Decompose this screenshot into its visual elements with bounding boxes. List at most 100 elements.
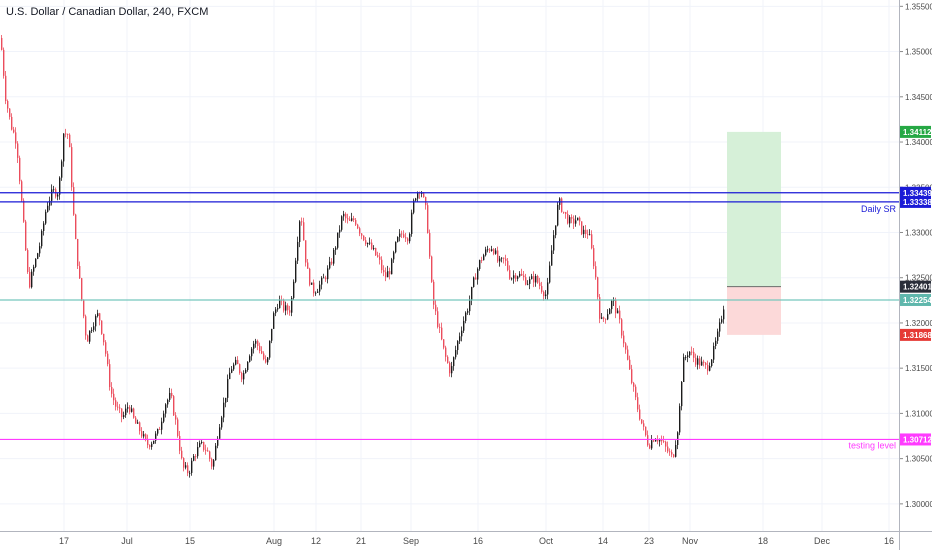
horizontal-levels — [0, 192, 899, 441]
x-tick-label: 18 — [758, 536, 768, 546]
candle-body — [303, 222, 305, 241]
candle-body — [227, 379, 229, 398]
candle-body — [93, 326, 95, 330]
candle-body — [371, 242, 373, 250]
candle-body — [389, 271, 391, 275]
x-tick-label: 17 — [59, 536, 69, 546]
candle-body — [129, 407, 131, 412]
candle-body — [205, 449, 207, 451]
candle-body — [89, 330, 91, 342]
candle-body — [307, 262, 309, 269]
candle-body — [631, 369, 633, 383]
candle-body — [135, 417, 137, 424]
candle-body — [641, 419, 643, 424]
candle-body — [591, 234, 593, 249]
x-tick-label: 16 — [884, 536, 894, 546]
candle-body — [515, 275, 517, 279]
candle-body — [691, 351, 693, 353]
candle-body — [69, 134, 71, 148]
candle-body — [703, 361, 705, 363]
candle-body — [107, 353, 109, 365]
candle-body — [375, 248, 377, 256]
candle-body — [639, 409, 641, 420]
candle-body — [29, 271, 31, 288]
candle-body — [393, 252, 395, 260]
candle-body — [549, 265, 551, 283]
candle-body — [701, 361, 703, 366]
candle-body — [13, 129, 15, 133]
candle-body — [377, 255, 379, 257]
candle-body — [387, 271, 389, 278]
candle-body — [469, 300, 471, 312]
candle-body — [553, 235, 555, 251]
time-axis[interactable]: 17 Jul 15 Aug 12 21 Sep 16 Oct 14 23 Nov 18 Dec 16 — [0, 531, 932, 547]
candle-body — [679, 406, 681, 433]
candle-body — [75, 214, 77, 239]
candle-body — [569, 217, 571, 224]
candle-body — [525, 277, 527, 285]
candle-body — [275, 309, 277, 314]
candle-body — [443, 339, 445, 348]
candle-body — [531, 276, 533, 280]
candle-body — [395, 241, 397, 253]
candle-body — [147, 439, 149, 446]
candle-body — [5, 75, 7, 101]
candle-body — [405, 237, 407, 239]
candle-body — [329, 261, 331, 269]
candle-body — [655, 439, 657, 442]
candle-body — [53, 189, 55, 191]
y-tick-label: 1.32500 — [905, 274, 932, 283]
candle-body — [195, 456, 197, 457]
candle-body — [273, 313, 275, 329]
candle-body — [589, 234, 591, 236]
candle-body — [575, 220, 577, 224]
candle-body — [501, 257, 503, 259]
candle-body — [451, 366, 453, 374]
candle-body — [471, 286, 473, 301]
candle-body — [659, 439, 661, 442]
candle-body — [385, 272, 387, 278]
candle-body — [341, 216, 343, 230]
candle-body — [391, 259, 393, 275]
candle-body — [587, 233, 589, 235]
candle-body — [545, 294, 547, 297]
candle-body — [635, 386, 637, 398]
candle-body — [1, 37, 3, 50]
candle-body — [277, 308, 279, 310]
candle-body — [123, 415, 125, 418]
candle-body — [215, 445, 217, 461]
candle-body — [259, 345, 261, 352]
candle-body — [141, 431, 143, 437]
candle-body — [493, 249, 495, 254]
candle-body — [119, 407, 121, 409]
candle-body — [709, 366, 711, 371]
candle-body — [415, 198, 417, 201]
candle-body — [295, 260, 297, 282]
candle-body — [109, 364, 111, 388]
candle-body — [339, 229, 341, 233]
candle-body — [663, 441, 665, 442]
candle-body — [681, 382, 683, 407]
candle-body — [289, 310, 291, 313]
candle-body — [287, 305, 289, 311]
candle-body — [221, 417, 223, 428]
candle-body — [543, 291, 545, 297]
candle-body — [595, 266, 597, 278]
candle-body — [49, 200, 51, 206]
candle-body — [11, 116, 13, 130]
price-axis[interactable]: 1.355001.350001.345001.340001.335001.330… — [899, 0, 932, 550]
candle-body — [25, 221, 27, 251]
resistance-top-price-tag-label: 1.33439 — [903, 189, 932, 198]
candle-body — [47, 205, 49, 212]
candle-body — [177, 419, 179, 436]
candle-body — [313, 282, 315, 294]
candle-body — [705, 362, 707, 365]
candle-body — [671, 452, 673, 455]
candle-body — [657, 439, 659, 442]
candle-body — [333, 249, 335, 264]
candle-body — [213, 460, 215, 467]
candle-body — [99, 313, 101, 321]
candle-body — [103, 333, 105, 343]
candle-body — [571, 217, 573, 219]
